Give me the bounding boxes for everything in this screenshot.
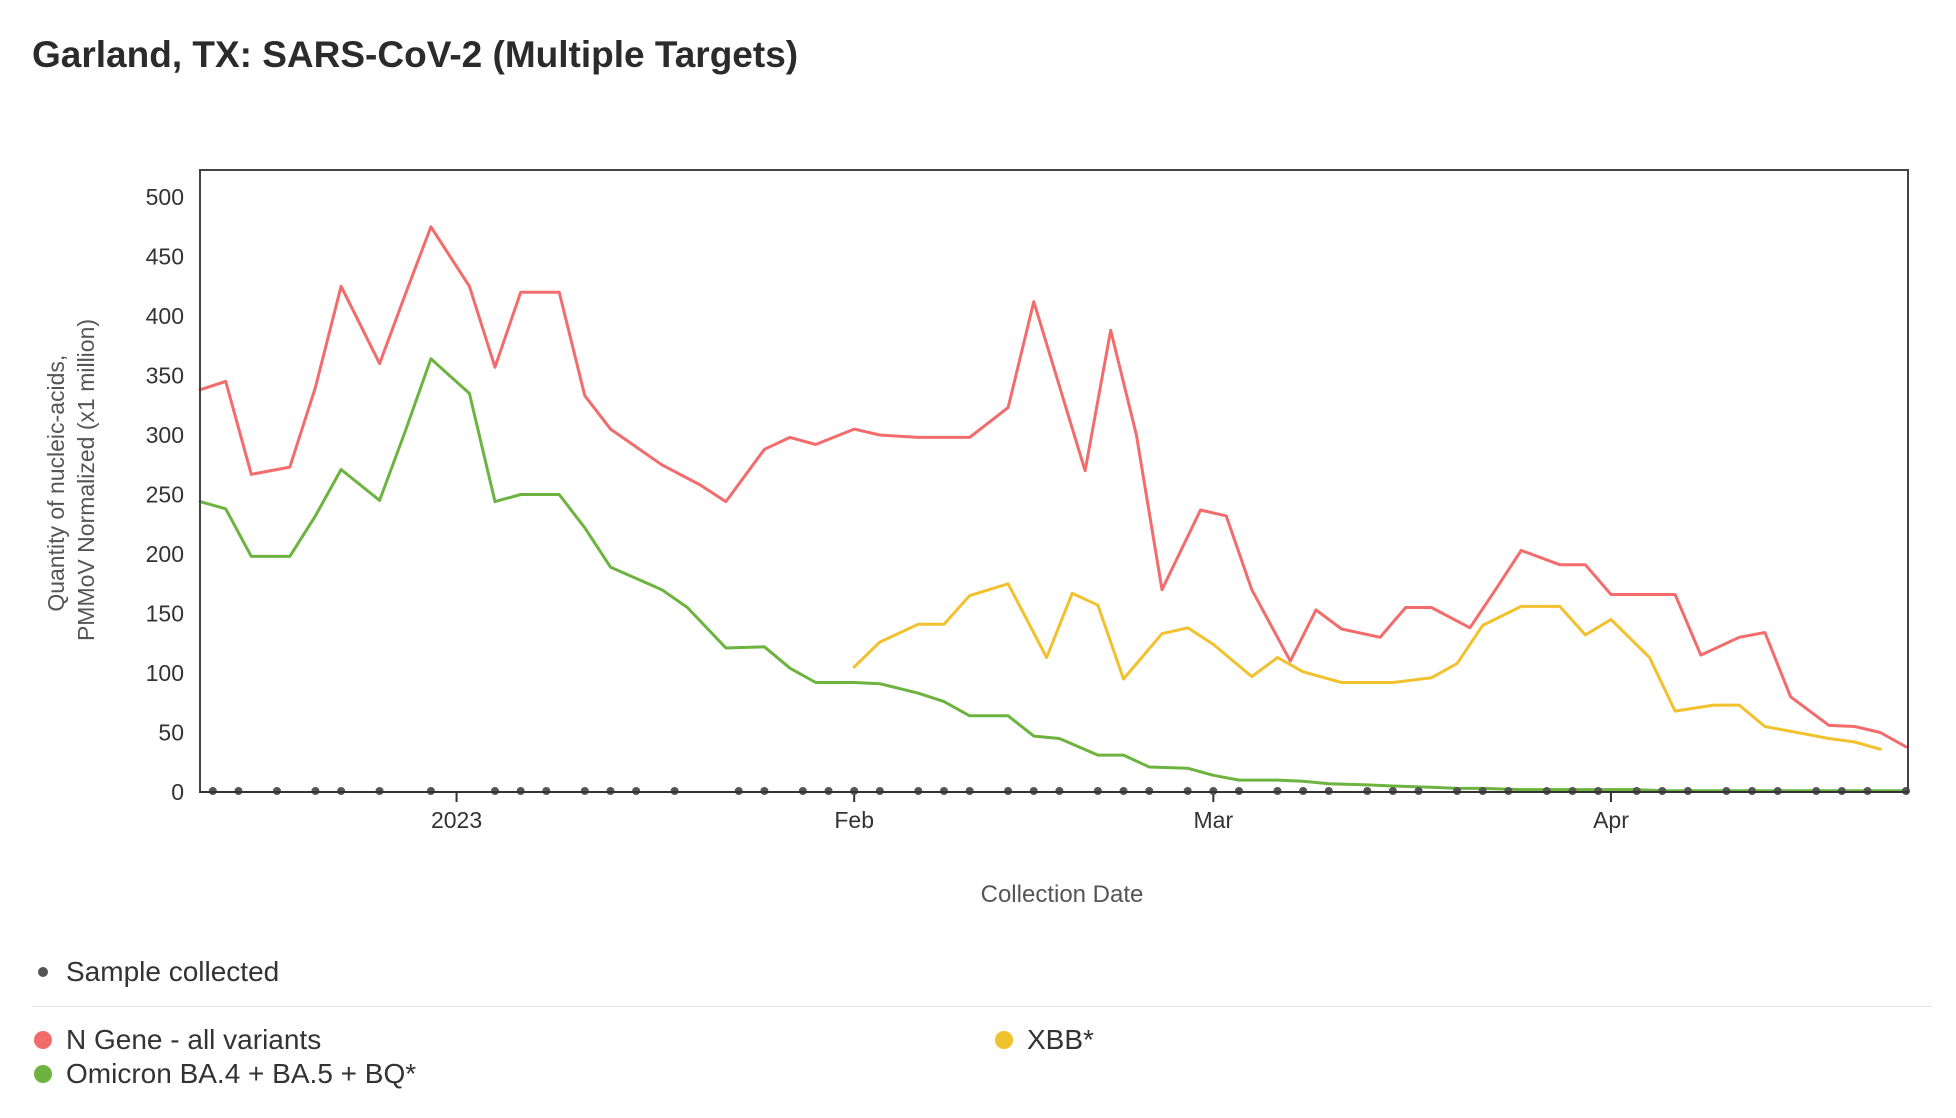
x-tick-label: Mar (1194, 807, 1234, 833)
y-axis-label: Quantity of nucleic-acids, PMMoV Normali… (43, 319, 99, 641)
sample-dot-icon (38, 967, 48, 977)
plot-series (198, 225, 1908, 793)
chart-canvas: 0 50 100 150 200 250 300 350 400 450 500 2023 Feb Ma… (43, 169, 1910, 908)
legend-item-label: Omicron BA.4 + BA.5 + BQ* (66, 1058, 417, 1089)
legend-item-xbb[interactable]: XBB* (995, 1024, 1094, 1056)
y-tick-label: 350 (146, 363, 184, 389)
series-line-n_gene (198, 225, 1908, 749)
y-tick-label: 450 (146, 244, 184, 270)
chart-title: Garland, TX: SARS-CoV-2 (Multiple Target… (32, 34, 799, 75)
legend-item-n-gene[interactable]: N Gene - all variants (34, 1024, 321, 1056)
omicron-dot-icon (34, 1065, 52, 1083)
legend-divider (32, 1006, 1932, 1007)
y-tick-label: 150 (146, 601, 184, 627)
y-tick-label: 0 (171, 779, 184, 805)
y-tick-label: 50 (158, 720, 184, 746)
series-line-omicron (198, 357, 1908, 793)
y-axis-label-line-2: PMMoV Normalized (x1 million) (73, 319, 99, 641)
legend-sample-label: Sample collected (66, 956, 280, 987)
y-tick-label: 250 (146, 482, 184, 508)
x-axis-label: Collection Date (981, 881, 1144, 908)
y-tick-label: 200 (146, 541, 184, 567)
y-axis-label-line-1: Quantity of nucleic-acids, (43, 355, 69, 612)
x-tick-label: Apr (1593, 807, 1629, 833)
legend-item-label: N Gene - all variants (66, 1024, 322, 1055)
n-gene-dot-icon (34, 1031, 52, 1049)
x-tick-label: Feb (834, 807, 874, 833)
series-line-xbb (852, 582, 1882, 751)
y-tick-label: 500 (146, 184, 184, 210)
y-tick-label: 100 (146, 660, 184, 686)
y-axis: 0 50 100 150 200 250 300 350 400 450 500 (146, 184, 184, 805)
legend-item-label: XBB* (1027, 1024, 1094, 1055)
x-axis: 2023 Feb Mar Apr (431, 792, 1629, 833)
y-tick-label: 300 (146, 422, 184, 448)
x-tick-label: 2023 (431, 807, 482, 833)
y-tick-label: 400 (146, 303, 184, 329)
legend-item-omicron[interactable]: Omicron BA.4 + BA.5 + BQ* (34, 1058, 416, 1090)
legend-sample: Sample collected (34, 956, 279, 988)
xbb-dot-icon (995, 1031, 1013, 1049)
